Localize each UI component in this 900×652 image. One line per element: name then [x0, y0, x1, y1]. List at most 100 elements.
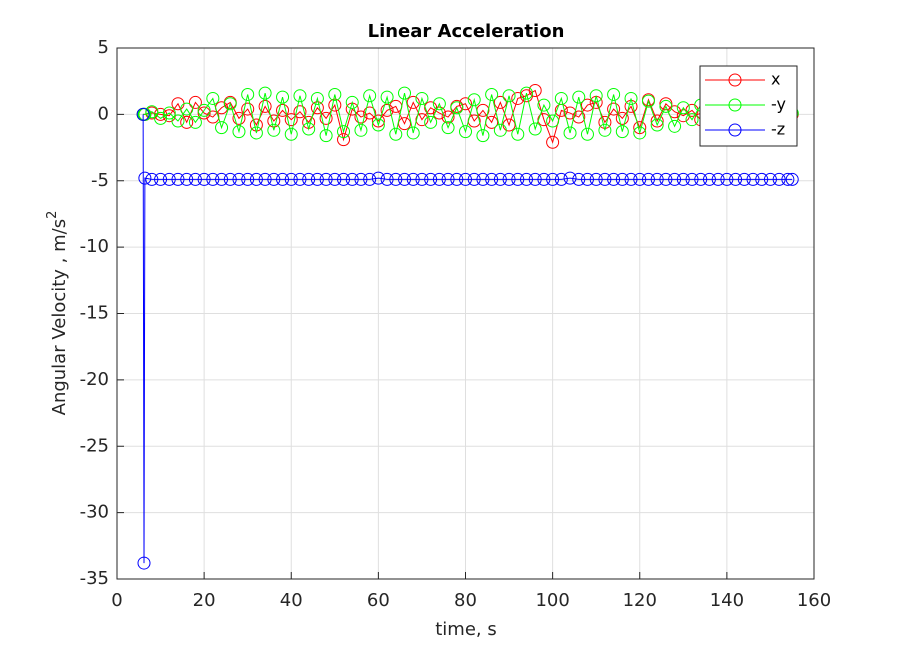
marker — [424, 115, 438, 129]
marker — [624, 172, 638, 186]
y-axis-label-sup: 2 — [45, 211, 60, 219]
marker — [502, 172, 516, 186]
marker — [528, 172, 542, 186]
marker — [197, 103, 211, 117]
marker — [249, 126, 263, 140]
marker — [293, 105, 307, 119]
marker — [785, 172, 799, 186]
y-tick-label: -25 — [80, 435, 109, 456]
marker — [180, 102, 194, 116]
marker — [450, 101, 464, 115]
marker — [363, 172, 377, 186]
marker — [502, 89, 516, 103]
marker — [398, 172, 412, 186]
marker — [162, 106, 176, 120]
marker — [188, 172, 202, 186]
legend-box — [699, 65, 798, 147]
marker — [206, 172, 220, 186]
marker — [607, 102, 621, 116]
marker — [720, 172, 734, 186]
marker — [781, 172, 795, 186]
marker — [546, 114, 560, 128]
marker — [363, 106, 377, 120]
marker — [659, 172, 673, 186]
marker — [310, 101, 324, 115]
marker — [363, 89, 377, 103]
marker — [188, 115, 202, 129]
marker — [572, 172, 586, 186]
marker — [694, 172, 708, 186]
marker — [432, 172, 446, 186]
marker — [406, 172, 420, 186]
marker — [598, 123, 612, 137]
marker — [563, 126, 577, 140]
marker — [615, 125, 629, 139]
marker — [284, 127, 298, 141]
marker — [232, 172, 246, 186]
marker — [154, 172, 168, 186]
marker — [659, 99, 673, 113]
marker — [528, 83, 542, 97]
marker — [241, 102, 255, 116]
marker — [241, 172, 255, 186]
marker — [267, 123, 281, 137]
marker — [615, 172, 629, 186]
marker — [650, 172, 664, 186]
marker — [554, 172, 568, 186]
legend-marker — [728, 123, 742, 137]
marker — [511, 172, 525, 186]
marker — [145, 172, 159, 186]
x-tick-label: 140 — [710, 590, 744, 611]
marker — [171, 114, 185, 128]
marker — [650, 118, 664, 132]
marker — [546, 172, 560, 186]
marker — [302, 122, 316, 136]
marker — [293, 172, 307, 186]
marker — [215, 121, 229, 135]
marker — [476, 172, 490, 186]
marker — [138, 171, 152, 185]
y-tick-label: -15 — [80, 303, 109, 324]
marker — [188, 95, 202, 109]
marker — [258, 86, 272, 100]
x-tick-label: 120 — [623, 590, 657, 611]
marker — [668, 172, 682, 186]
marker — [145, 105, 159, 119]
marker — [345, 172, 359, 186]
marker — [406, 95, 420, 109]
marker — [485, 172, 499, 186]
marker — [607, 87, 621, 101]
marker — [398, 86, 412, 100]
marker — [284, 113, 298, 127]
marker — [162, 172, 176, 186]
marker — [371, 118, 385, 132]
marker — [563, 106, 577, 120]
marker — [467, 172, 481, 186]
marker — [519, 86, 533, 100]
x-tick-label: 100 — [535, 590, 569, 611]
legend-label: -z — [771, 120, 785, 139]
marker — [345, 95, 359, 109]
marker — [554, 91, 568, 105]
marker — [711, 172, 725, 186]
x-tick-label: 40 — [280, 590, 303, 611]
marker — [371, 171, 385, 185]
y-tick-label: -5 — [91, 170, 109, 191]
marker — [215, 172, 229, 186]
marker — [354, 123, 368, 137]
y-axis-label-text: Angular Velocity , m/s — [49, 219, 70, 415]
marker — [441, 110, 455, 124]
legend-label: x — [771, 70, 780, 89]
marker — [276, 90, 290, 104]
series-line — [142, 114, 793, 564]
marker — [241, 87, 255, 101]
marker — [415, 91, 429, 105]
marker — [302, 172, 316, 186]
marker — [537, 113, 551, 127]
marker — [432, 106, 446, 120]
marker — [180, 115, 194, 129]
legend-label: -y — [771, 95, 786, 114]
marker — [641, 172, 655, 186]
x-axis-label: time, s — [435, 619, 497, 640]
marker — [589, 172, 603, 186]
